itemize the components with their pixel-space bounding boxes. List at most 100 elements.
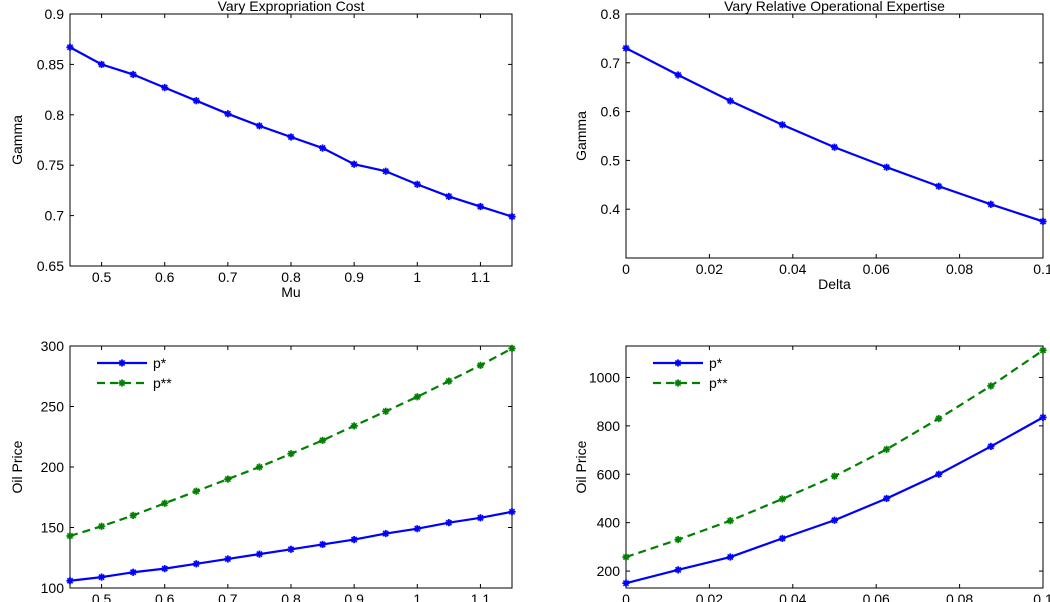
- y-tick-label: 200: [41, 459, 65, 475]
- data-point: [622, 44, 630, 52]
- y-tick-label: 600: [597, 466, 621, 482]
- data-point: [129, 511, 137, 519]
- data-point: [350, 160, 358, 168]
- x-tick-label: 0.02: [696, 261, 723, 277]
- series-pstar: [66, 508, 516, 585]
- data-point: [674, 566, 682, 574]
- data-point: [192, 560, 200, 568]
- data-point: [987, 442, 995, 451]
- data-point: [318, 144, 327, 152]
- data-point: [287, 545, 295, 553]
- data-point: [350, 536, 358, 544]
- data-point: [161, 499, 169, 507]
- legend-label: p**: [153, 375, 172, 391]
- data-point: [778, 495, 786, 503]
- data-point: [413, 180, 421, 188]
- x-tick-label: 0: [622, 591, 630, 602]
- data-point: [224, 110, 232, 118]
- data-point: [935, 470, 943, 478]
- y-tick-label: 200: [597, 563, 621, 579]
- data-point: [318, 540, 327, 549]
- data-point: [883, 445, 891, 453]
- x-tick-label: 0.7: [218, 591, 238, 602]
- data-point: [830, 143, 839, 151]
- x-tick-label: 0.8: [281, 591, 301, 602]
- y-tick-label: 0.6: [601, 104, 621, 120]
- x-tick-label: 0.7: [218, 269, 238, 285]
- y-tick-label: 0.9: [45, 6, 65, 22]
- data-point: [192, 97, 200, 105]
- series-pstarstar: [66, 344, 516, 540]
- data-point: [382, 407, 390, 415]
- series-pstarstar: [622, 346, 1047, 561]
- chart-panel-3: 0.50.60.70.80.911.1100150200250300MuOil …: [9, 338, 516, 602]
- x-tick-label: 0.08: [946, 591, 973, 602]
- y-tick-label: 100: [41, 580, 65, 596]
- y-tick-label: 250: [41, 399, 65, 415]
- y-tick-label: 800: [597, 418, 621, 434]
- data-point: [508, 508, 516, 516]
- x-tick-label: 0.1: [1033, 261, 1050, 277]
- data-point: [726, 517, 734, 525]
- data-point: [445, 192, 453, 201]
- x-axis-label: Mu: [281, 284, 300, 300]
- data-point: [350, 422, 358, 430]
- y-tick-label: 0.5: [601, 152, 621, 168]
- x-tick-label: 0.06: [863, 591, 890, 602]
- chart-panel-4: 00.020.040.060.080.12004006008001000Delt…: [573, 345, 1050, 602]
- data-point: [287, 133, 295, 141]
- y-axis-label: Oil Price: [573, 440, 589, 493]
- data-point: [1039, 346, 1047, 354]
- y-tick-label: 400: [597, 515, 621, 531]
- y-tick-label: 0.65: [37, 258, 64, 274]
- data-point: [97, 573, 106, 581]
- x-axis-label: Delta: [818, 276, 851, 292]
- legend-marker: [118, 359, 126, 367]
- plot-area: [625, 13, 1044, 259]
- y-tick-label: 0.75: [37, 157, 64, 173]
- legend-marker: [674, 379, 682, 387]
- data-point: [413, 393, 421, 401]
- x-tick-label: 0.5: [92, 591, 112, 602]
- data-point: [883, 494, 891, 503]
- plot-area: [625, 345, 1044, 589]
- x-tick-label: 1: [413, 591, 421, 602]
- data-point: [413, 525, 421, 533]
- x-tick-label: 0.6: [155, 591, 175, 602]
- data-point: [445, 377, 453, 385]
- data-point: [318, 436, 327, 444]
- x-tick-label: 1.1: [471, 269, 491, 285]
- data-point: [476, 361, 485, 369]
- x-tick-label: 0.8: [281, 269, 301, 285]
- data-point: [287, 450, 295, 458]
- data-point: [224, 475, 232, 483]
- legend: p* p**: [97, 355, 172, 391]
- x-tick-label: 1.1: [471, 591, 491, 602]
- x-tick-label: 0.9: [344, 591, 364, 602]
- x-tick-label: 0.6: [155, 269, 175, 285]
- data-point: [129, 568, 137, 576]
- data-point: [97, 60, 106, 68]
- data-point: [778, 534, 786, 542]
- data-point: [445, 519, 453, 527]
- chart-panel-2: 0 0.02 0.04 0.06 0.08 0.1 0.4 0.5 0.6 0.7 0.8 Vary …: [573, 0, 1050, 292]
- series-pstar: [622, 413, 1047, 587]
- series-1: [622, 44, 1047, 225]
- legend-label: p*: [153, 355, 167, 371]
- x-tick-label: 0.04: [779, 591, 806, 602]
- data-point: [476, 202, 485, 211]
- data-point: [382, 167, 390, 175]
- data-point: [192, 487, 200, 495]
- x-tick-label: 0.08: [946, 261, 973, 277]
- y-tick-label: 0.8: [45, 107, 65, 123]
- y-axis-label: Gamma: [9, 115, 25, 165]
- x-tick-label: 0.06: [863, 261, 890, 277]
- x-tick-label: 0.1: [1033, 591, 1050, 602]
- data-point: [622, 553, 630, 561]
- legend-marker: [674, 359, 682, 367]
- y-tick-label: 0.8: [601, 6, 621, 22]
- x-tick-label: 0.02: [696, 591, 723, 602]
- data-point: [97, 522, 106, 530]
- x-tick-label: 0.5: [92, 269, 112, 285]
